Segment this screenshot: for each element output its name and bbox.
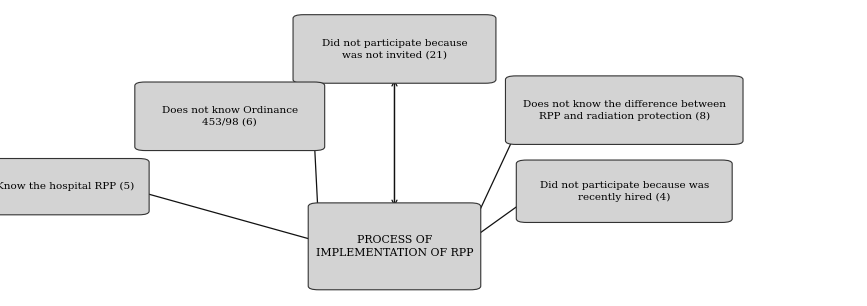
FancyBboxPatch shape [293, 15, 496, 83]
FancyBboxPatch shape [135, 82, 325, 151]
FancyBboxPatch shape [516, 160, 732, 222]
Text: Does not know Ordinance
453/98 (6): Does not know Ordinance 453/98 (6) [161, 106, 298, 127]
FancyBboxPatch shape [505, 76, 743, 144]
Text: PROCESS OF
IMPLEMENTATION OF RPP: PROCESS OF IMPLEMENTATION OF RPP [316, 235, 473, 258]
Text: Know the hospital RPP (5): Know the hospital RPP (5) [0, 182, 134, 191]
Text: Does not know the difference between
RPP and radiation protection (8): Does not know the difference between RPP… [523, 100, 726, 121]
Text: Did not participate because was
recently hired (4): Did not participate because was recently… [539, 181, 709, 202]
Text: Did not participate because
was not invited (21): Did not participate because was not invi… [322, 39, 467, 59]
FancyBboxPatch shape [0, 159, 149, 215]
FancyBboxPatch shape [309, 203, 480, 290]
